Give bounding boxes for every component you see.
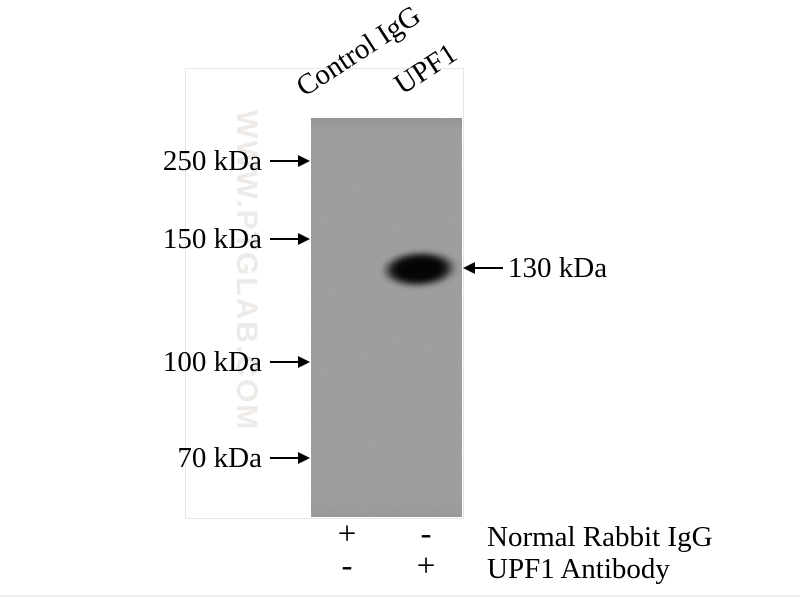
band-weight-label: 130 kDa — [508, 252, 608, 284]
photo-edge-artifact — [0, 595, 800, 597]
treatment-sign-upf1-lane2: + — [416, 548, 436, 584]
marker-row-100kda: 100 kDa — [0, 346, 310, 378]
treatment-label-upf1-antibody: UPF1 Antibody — [487, 553, 670, 585]
right-arrow-icon — [270, 452, 310, 464]
marker-row-70kda: 70 kDa — [0, 442, 310, 474]
marker-row-250kda: 250 kDa — [0, 145, 310, 177]
marker-label-100kda: 100 kDa — [162, 346, 262, 378]
treatment-sign-igg-lane1: + — [337, 516, 357, 552]
marker-label-150kda: 150 kDa — [162, 223, 262, 255]
treatment-label-normal-rabbit-igg: Normal Rabbit IgG — [487, 521, 713, 553]
right-arrow-icon — [270, 233, 310, 245]
treatment-sign-upf1-lane1: - — [341, 548, 353, 584]
band-callout: 130 kDa — [463, 251, 607, 285]
right-arrow-icon — [270, 356, 310, 368]
marker-label-250kda: 250 kDa — [162, 145, 262, 177]
blot-membrane — [311, 118, 462, 517]
right-arrow-icon — [270, 155, 310, 167]
scan-area-outline — [185, 68, 464, 519]
marker-label-70kda: 70 kDa — [177, 442, 262, 474]
watermark-text: WWW.PTGLAB.COM — [230, 110, 263, 432]
membrane-noise-texture — [311, 118, 462, 517]
marker-row-150kda: 150 kDa — [0, 223, 310, 255]
left-arrow-icon — [463, 262, 503, 274]
treatment-sign-igg-lane2: - — [420, 516, 432, 552]
